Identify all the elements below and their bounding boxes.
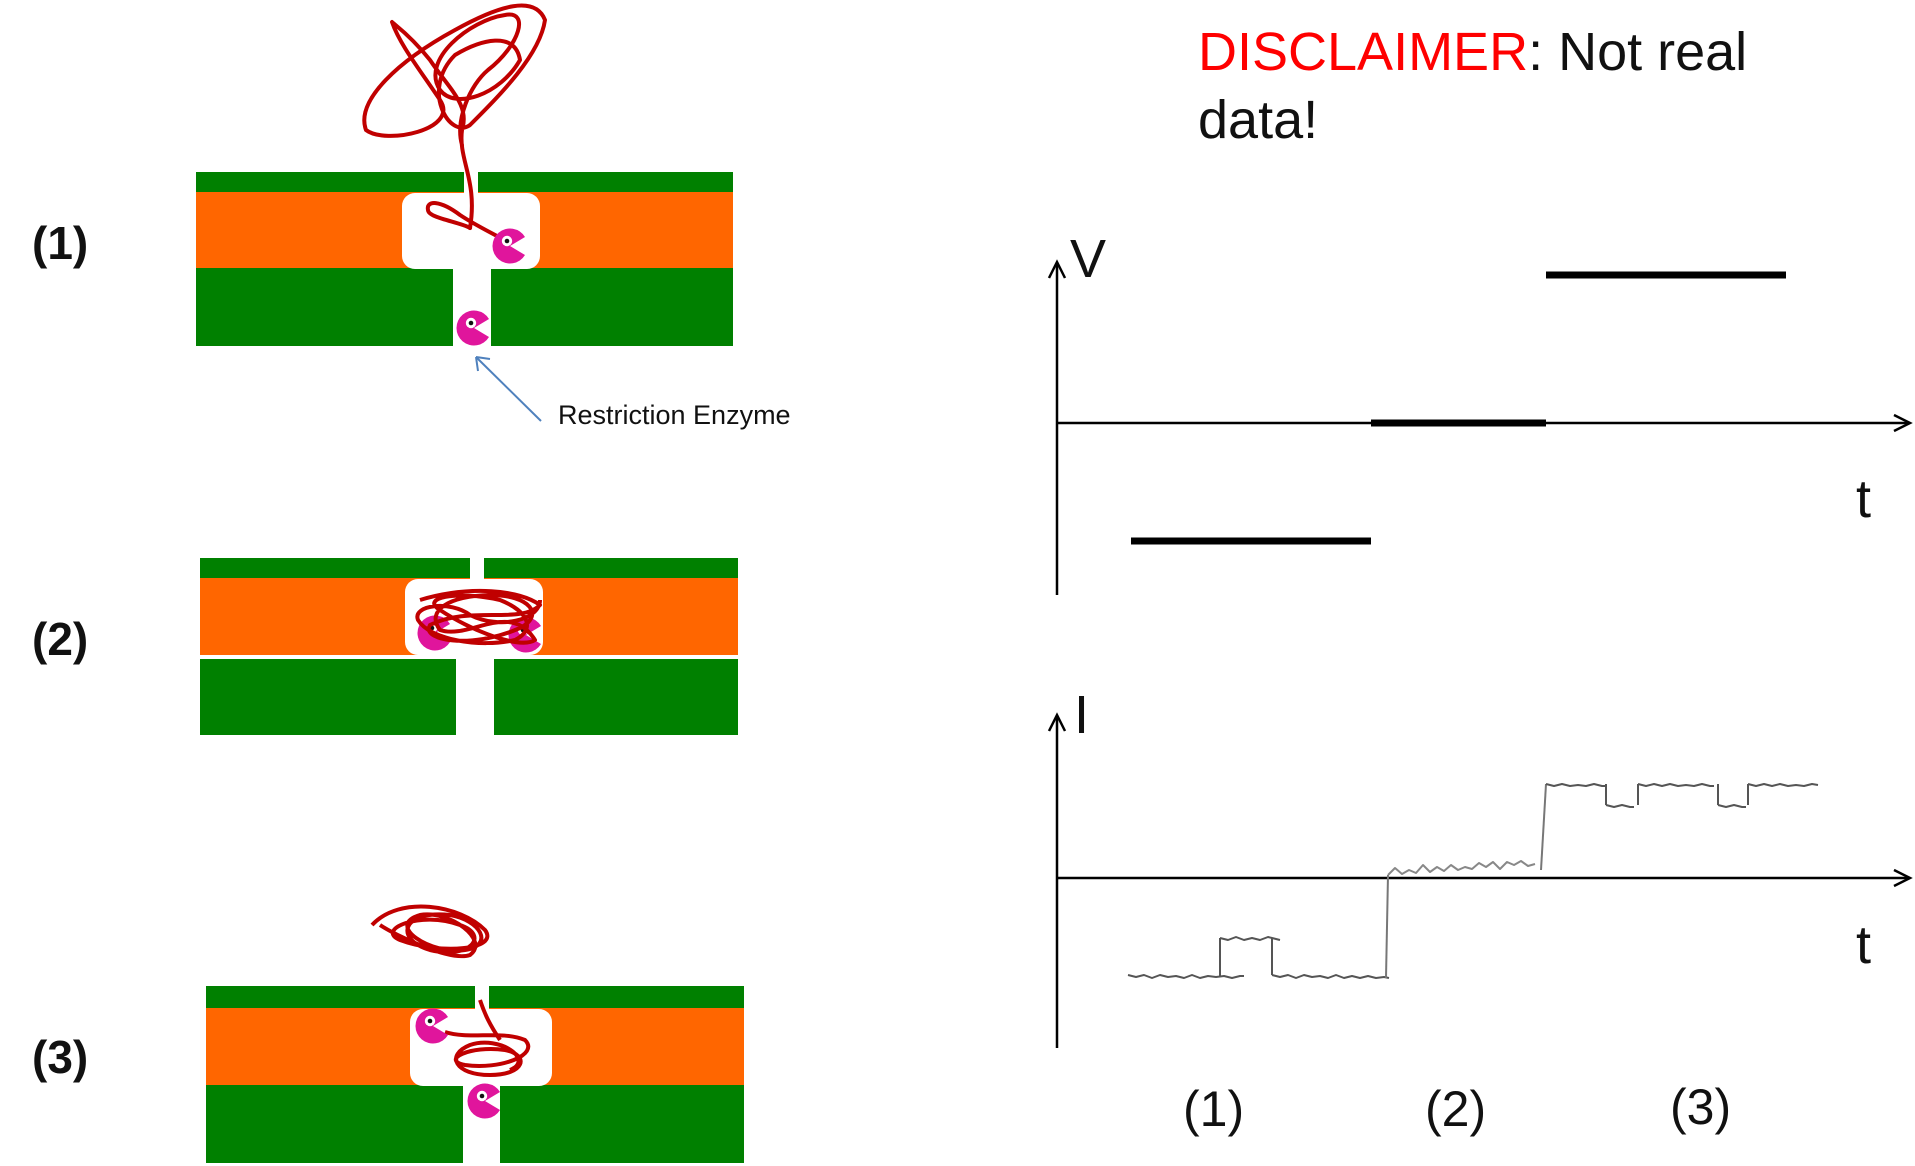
enzyme-label: Restriction Enzyme — [558, 400, 791, 430]
enzyme-pointer-arrow — [475, 356, 542, 422]
disclaimer-suffix: : Not real data! — [1198, 22, 1748, 150]
dna-tangle-step-2 — [415, 588, 542, 646]
voltage-axis-label: V — [1070, 229, 1107, 289]
phase-label-1: (1) — [1183, 1081, 1245, 1137]
step-label-3: (3) — [32, 1031, 89, 1083]
disclaimer-note: DISCLAIMER: Not real data! — [1198, 18, 1838, 154]
current-time-axis-label: t — [1856, 915, 1872, 975]
membrane-step-2 — [200, 556, 738, 735]
current-trace — [1127, 783, 1819, 979]
current-axis-label: I — [1074, 685, 1090, 745]
dna-strand-step-1 — [362, 3, 547, 244]
dna-fragment-step-3-released — [370, 904, 490, 959]
current-plot — [1047, 712, 1913, 1048]
phase-label-2: (2) — [1425, 1081, 1487, 1137]
disclaimer-prefix: DISCLAIMER — [1198, 22, 1529, 82]
voltage-time-axis-label: t — [1856, 469, 1872, 529]
dna-fragment-step-3-trapped — [444, 999, 530, 1077]
voltage-plot — [1047, 259, 1913, 595]
step-label-2: (2) — [32, 613, 89, 665]
step-label-1: (1) — [32, 217, 89, 269]
phase-label-3: (3) — [1670, 1079, 1732, 1135]
